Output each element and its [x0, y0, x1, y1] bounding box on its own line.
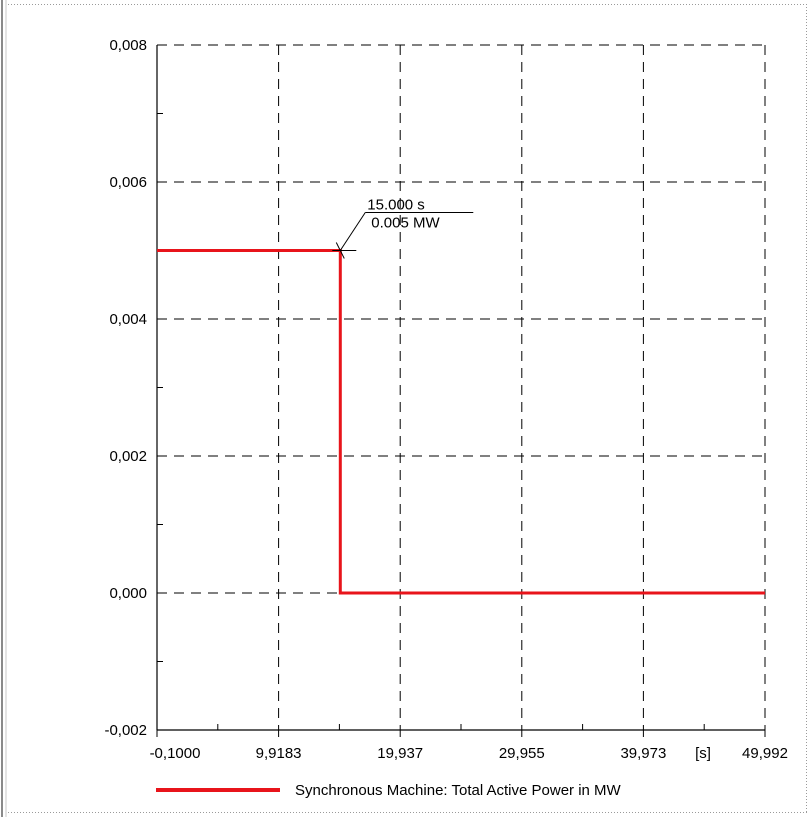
annotation-leader-line: [339, 212, 366, 251]
x-axis-unit-label: [s]: [695, 745, 711, 762]
series-layer: [157, 249, 765, 595]
y-tick-label: 0,002: [109, 448, 147, 465]
series-line: [157, 249, 765, 595]
x-tick-label: 19,937: [377, 745, 423, 762]
x-tick-label: 9,9183: [256, 745, 302, 762]
axes: [156, 45, 766, 737]
x-tick-label: 49,992: [742, 745, 788, 762]
x-tick-label: 39,973: [620, 745, 666, 762]
y-tick-label: 0,006: [109, 174, 147, 191]
annotation-value-label: 0.005 MW: [371, 215, 440, 232]
y-tick-label: 0,008: [109, 37, 147, 54]
y-tick-label: 0,000: [109, 585, 147, 602]
y-tick-label: 0,004: [109, 311, 147, 328]
x-tick-label: -0,1000: [150, 745, 201, 762]
annotation-layer: 15.000 s0.005 MW: [332, 197, 474, 259]
x-tick-label: 29,955: [499, 745, 545, 762]
tick-labels: -0,002 0,000 0,002 0,004 0,006 0,008 -0,1000 9,…: [104, 37, 787, 762]
annotation-time-label: 15.000 s: [367, 197, 425, 214]
legend: Synchronous Machine: Total Active Power …: [156, 782, 622, 799]
grid-lines: [157, 44, 766, 730]
legend-label: Synchronous Machine: Total Active Power …: [295, 782, 622, 799]
y-tick-label: -0,002: [104, 722, 147, 739]
